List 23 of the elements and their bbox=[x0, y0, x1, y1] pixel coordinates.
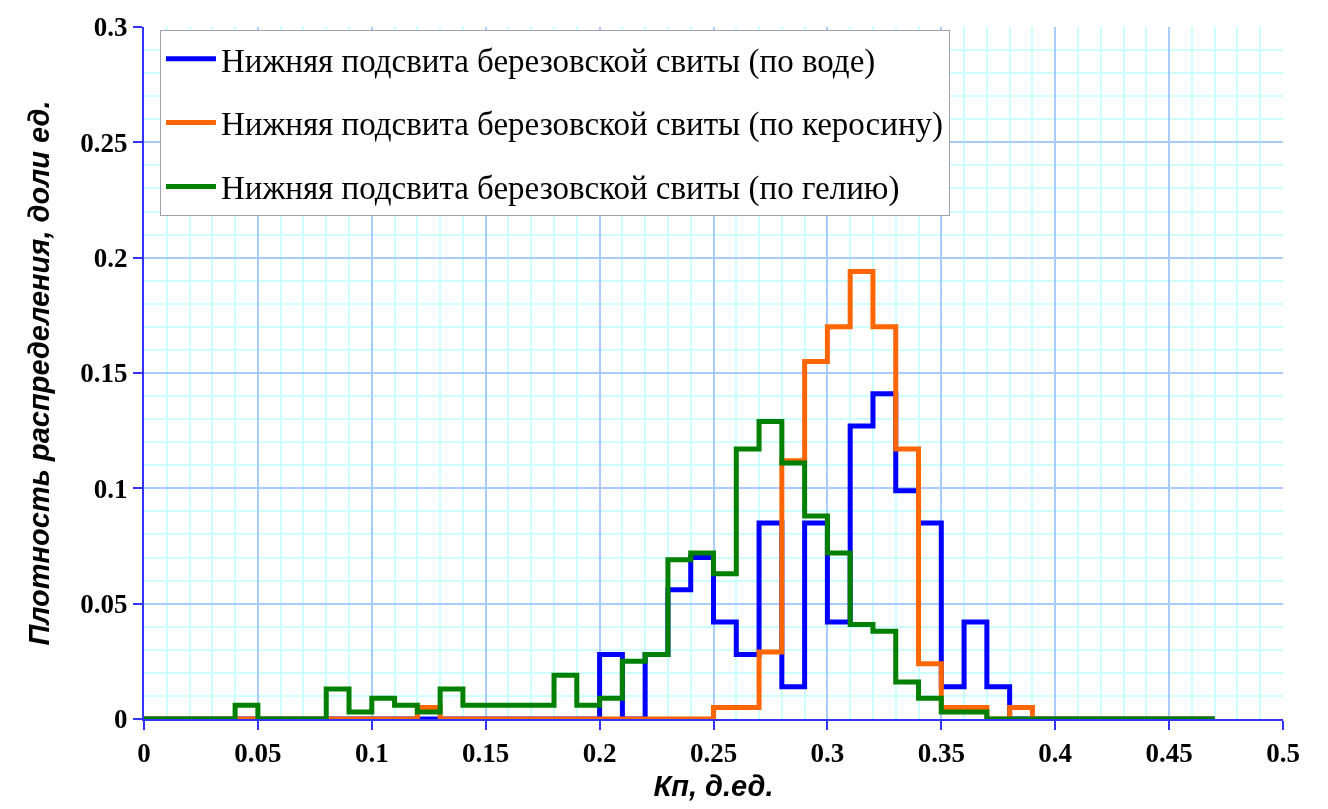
x-tick-label: 0.25 bbox=[689, 738, 738, 769]
y-tick-label: 0.1 bbox=[93, 473, 128, 504]
x-tick-label: 0.2 bbox=[582, 738, 617, 769]
x-tick-label: 0.35 bbox=[917, 738, 965, 769]
x-tick-label: 0.3 bbox=[810, 738, 845, 769]
legend-label: Нижняя подсвита березовской свиты (по керосину) bbox=[220, 106, 944, 144]
x-axis-title: Кп, д.ед. bbox=[653, 769, 774, 802]
y-tick-label: 0 bbox=[114, 704, 128, 735]
legend-label: Нижняя подсвита березовской свиты (по воде) bbox=[220, 42, 876, 80]
x-tick-label: 0.05 bbox=[234, 738, 282, 769]
x-tick-label: 0 bbox=[137, 738, 151, 769]
x-tick-label: 0.5 bbox=[1266, 738, 1300, 769]
x-tick-label: 0.4 bbox=[1038, 738, 1073, 769]
x-tick-label: 0.15 bbox=[462, 738, 510, 769]
y-tick-label: 0.05 bbox=[80, 589, 128, 620]
x-tick-label: 0.45 bbox=[1145, 738, 1193, 769]
y-axis-title: Плотность распределения, доли ед. bbox=[23, 100, 56, 646]
y-tick-label: 0.25 bbox=[80, 127, 128, 158]
y-tick-label: 0.3 bbox=[93, 12, 128, 43]
y-tick-label: 0.2 bbox=[93, 243, 128, 274]
x-tick-label: 0.1 bbox=[354, 738, 389, 769]
y-tick-label: 0.15 bbox=[80, 358, 128, 389]
legend-label: Нижняя подсвита березовской свиты (по гелию) bbox=[220, 170, 900, 208]
